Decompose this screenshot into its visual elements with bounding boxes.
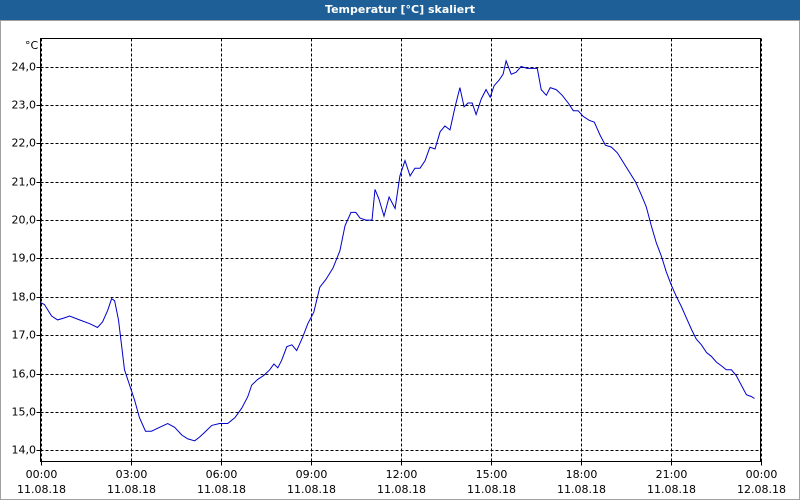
x-tick-label: 09:00 11.08.18 [287,468,336,496]
data-line [40,59,755,442]
y-tick-label: 18,0 [12,291,37,304]
x-tick-label: 15:00 11.08.18 [467,468,516,496]
y-tick-label: 21,0 [12,176,37,189]
plot-area [40,38,761,462]
x-tick-label: 12:00 11.08.18 [377,468,426,496]
y-tick-label: 20,0 [12,214,37,227]
y-tick-label: 15,0 [12,406,37,419]
x-tick-label: 00:00 12.08.18 [737,468,786,496]
y-tick-label: 14,0 [12,444,37,457]
y-tick-label: 22,0 [12,137,37,150]
x-tick-label: 03:00 11.08.18 [107,468,156,496]
y-tick-label: 17,0 [12,329,37,342]
y-tick-label: 23,0 [12,99,37,112]
y-tick-label: 24,0 [12,61,37,74]
y-tick-label: 16,0 [12,368,37,381]
x-tick-label: 00:00 11.08.18 [17,468,66,496]
y-axis-unit: °C [25,39,39,52]
title-bar [0,0,800,20]
x-tick-label: 18:00 11.08.18 [557,468,606,496]
x-tick-label: 06:00 11.08.18 [197,468,246,496]
chart-title: Temperatur [°C] skaliert [325,3,475,16]
y-tick-label: 19,0 [12,252,37,265]
x-tick-label: 21:00 11.08.18 [647,468,696,496]
